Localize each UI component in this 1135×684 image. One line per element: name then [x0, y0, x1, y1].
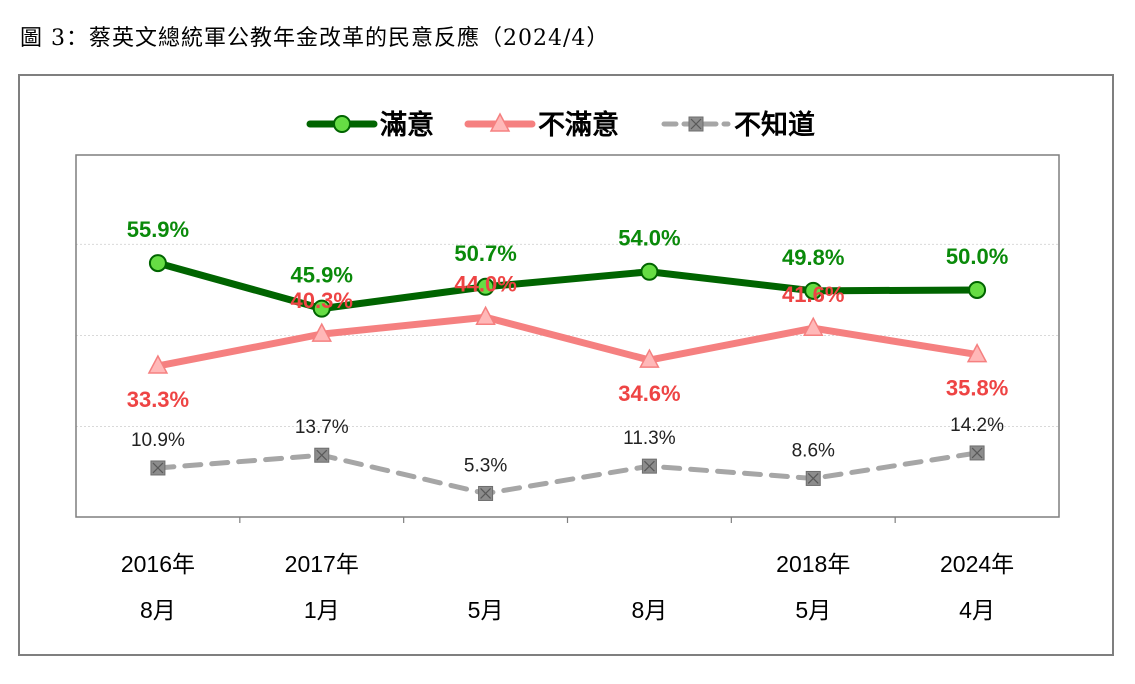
marker-circle: [968, 280, 987, 299]
data-label: 50.7%: [454, 241, 516, 266]
chart-frame: [18, 74, 1114, 656]
data-label: 13.7%: [295, 417, 349, 438]
data-label: 8.6%: [792, 440, 835, 461]
x-tick-label-month: 5月: [795, 597, 831, 623]
series-line-2: [154, 313, 981, 370]
legend-label: 滿意: [380, 109, 434, 140]
legend-label: 不滿意: [538, 109, 619, 140]
data-label: 34.6%: [618, 381, 680, 406]
marker-cross: [316, 449, 328, 461]
data-label: 10.9%: [131, 430, 185, 451]
data-label: 11.3%: [623, 428, 676, 449]
data-label: 49.8%: [782, 245, 844, 270]
series-markers: [147, 254, 988, 501]
x-tick-label-month: 4月: [959, 597, 995, 623]
x-tick-label-year: 2024年: [940, 551, 1014, 577]
data-label: 54.0%: [618, 226, 680, 251]
marker-triangle: [489, 112, 511, 132]
legend-label: 不知道: [734, 109, 815, 140]
data-label: 50.0%: [946, 244, 1008, 269]
x-axis: 2016年 8月 2017年 1月 5月 8月 2018年 5月 2024年 4月: [121, 517, 1014, 623]
data-label: 5.3%: [464, 455, 507, 476]
marker-triangle: [311, 322, 332, 342]
data-label: 41.6%: [782, 282, 844, 307]
data-labels: 55.9% 45.9% 50.7% 54.0% 49.8% 50.0% 33.3% 40.3%…: [127, 217, 1009, 476]
x-tick-label-year: 2016年: [121, 551, 195, 577]
marker-circle: [333, 115, 351, 133]
series-line-3: [155, 450, 980, 496]
marker-cross: [971, 447, 983, 459]
marker-cross: [807, 473, 819, 484]
data-label: 14.2%: [950, 415, 1004, 436]
chart-legend: 滿意 不滿意 不知道: [306, 109, 815, 140]
marker-cross: [480, 488, 492, 499]
x-tick-label-month: 8月: [140, 597, 176, 623]
marker-cross: [152, 462, 164, 474]
marker-triangle: [803, 316, 824, 336]
marker-cross: [643, 460, 655, 472]
x-tick-label-month: 8月: [632, 597, 668, 623]
series-line-1: [154, 259, 981, 313]
data-label: 33.3%: [127, 387, 189, 412]
x-tick-label-month: 5月: [468, 597, 504, 623]
x-tick-label-year: 2017年: [285, 551, 359, 577]
data-label: 40.3%: [291, 288, 353, 313]
data-label: 44.0%: [454, 271, 516, 296]
x-tick-label-year: 2018年: [776, 551, 850, 577]
marker-cross: [690, 118, 702, 130]
data-label: 55.9%: [127, 217, 189, 242]
marker-triangle: [639, 348, 660, 368]
data-label: 45.9%: [291, 263, 353, 288]
marker-circle: [476, 277, 495, 296]
marker-triangle: [475, 305, 496, 326]
data-label: 35.8%: [946, 376, 1008, 401]
x-tick-label-month: 1月: [304, 597, 340, 623]
marker-triangle: [147, 354, 169, 374]
marker-circle: [148, 254, 167, 273]
marker-triangle: [966, 342, 988, 363]
marker-circle: [312, 299, 331, 318]
series-lines: [154, 259, 981, 496]
marker-circle: [640, 262, 659, 281]
marker-circle: [804, 281, 823, 300]
page-title: 圖 3：蔡英文總統軍公教年金改革的民意反應（2024/4）: [20, 26, 610, 51]
